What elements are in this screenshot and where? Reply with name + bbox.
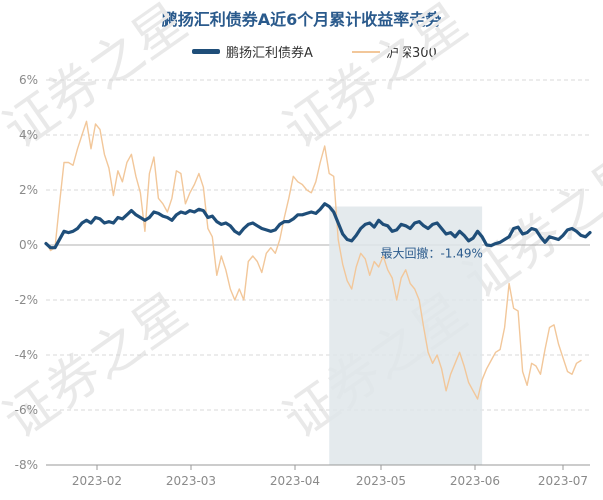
y-tick-label: 6% [19, 73, 38, 87]
series-lines [44, 120, 592, 400]
x-tick-label: 2023-03 [166, 474, 216, 488]
drawdown-label: 最大回撤：-1.49% [380, 245, 482, 260]
y-tick-label: -6% [15, 403, 38, 417]
x-tick-label: 2023-07 [538, 474, 588, 488]
watermarks: 证券之星证券之星证券之星证券之星证券之星 [0, 0, 603, 451]
y-tick-label: 4% [19, 128, 38, 142]
y-axis: 6% 4% 2% 0% -2% -4% -6% -8% [15, 73, 38, 472]
chart-title: 鹏扬汇利债券A近6个月累计收益率走势 [161, 10, 442, 29]
legend-swatch-fund [192, 49, 220, 54]
y-tick-label: 0% [19, 238, 38, 252]
drawdown-shade [329, 206, 483, 465]
y-tick-label: 2% [19, 183, 38, 197]
watermark-2: 证券之星 [0, 282, 198, 450]
legend-label-fund: 鹏扬汇利债券A [226, 46, 313, 61]
series-line-fund [44, 202, 592, 250]
x-tick-label: 2023-02 [72, 474, 122, 488]
legend-item-index[interactable]: 沪深300 [352, 42, 437, 61]
legend: 鹏扬汇利债券A 沪深300 [0, 42, 603, 62]
drawdown-region: 最大回撤：-1.49% [329, 206, 483, 465]
legend-label-index: 沪深300 [386, 46, 437, 61]
legend-item-fund[interactable]: 鹏扬汇利债券A [192, 42, 313, 61]
series-line-index [45, 120, 582, 400]
y-tick-label: -4% [15, 348, 38, 362]
y-tick-label: -8% [15, 458, 38, 472]
x-axis: 2023-02 2023-03 2023-04 2023-05 2023-06 2023-… [46, 464, 590, 488]
x-tick-label: 2023-05 [356, 474, 406, 488]
x-tick-label: 2023-06 [450, 474, 500, 488]
x-tick-label: 2023-04 [270, 474, 320, 488]
y-tick-label: -2% [15, 293, 38, 307]
grid-lines [46, 79, 590, 466]
legend-swatch-index [352, 50, 380, 53]
